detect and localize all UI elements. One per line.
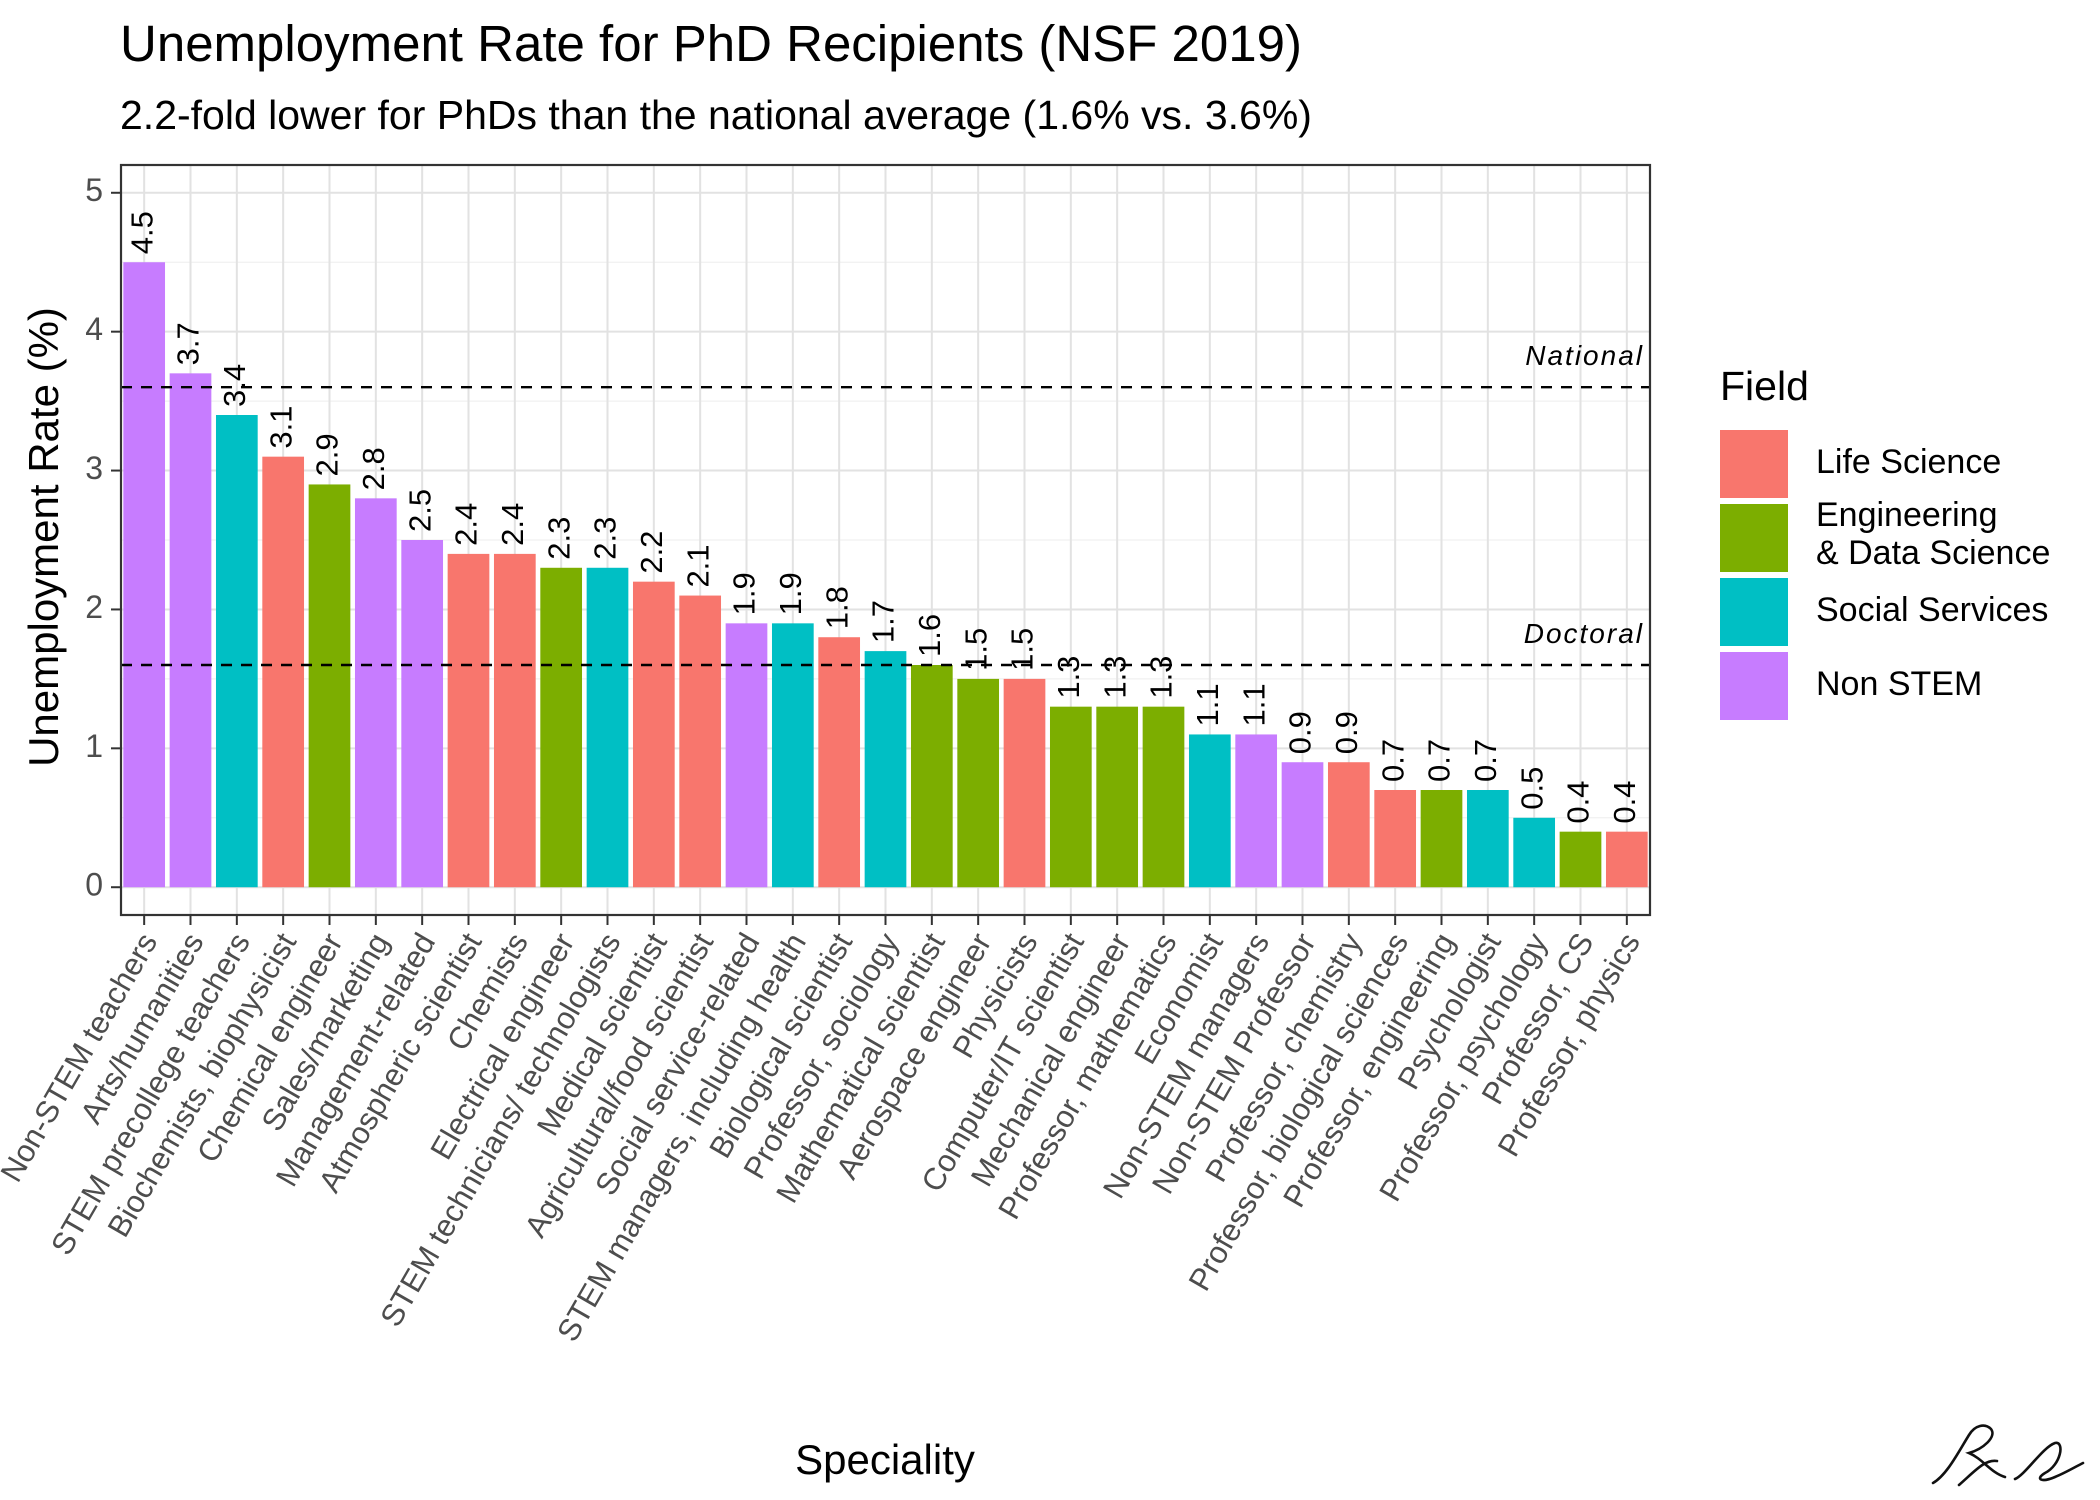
bar-value-label: 0.7 [1422,739,1457,782]
bar [1327,762,1370,888]
bar [215,415,258,888]
bar-value-label: 2.2 [634,531,669,574]
y-tick-label: 4 [85,311,103,347]
bar-value-label: 2.8 [356,447,391,490]
bar-value-label: 3.4 [217,364,252,407]
bar [354,498,397,888]
bar-value-label: 3.1 [263,406,298,449]
bar-value-label: 0.9 [1329,711,1364,754]
y-axis-title: Unemployment Rate (%) [20,307,67,767]
y-tick-label: 2 [85,589,103,625]
bar-value-label: 1.5 [958,628,993,671]
bar [864,651,907,888]
bar [540,567,583,888]
bar-value-label: 1.3 [1144,656,1179,699]
legend-label-line: Engineering [1816,496,1997,534]
bar [1420,790,1463,888]
bar-value-label: 0.5 [1514,767,1549,810]
signature-logo [1931,1424,2085,1487]
bar-value-label: 2.9 [310,433,345,476]
bar [1513,817,1556,888]
bar [447,553,490,888]
bar [493,553,536,888]
bar [679,595,722,888]
y-tick-label: 0 [85,867,103,903]
bar [262,456,305,888]
bar [1559,831,1602,888]
bar [1281,762,1324,888]
bar-value-label: 1.3 [1097,656,1132,699]
bar [169,373,212,888]
bar-value-label: 1.9 [727,572,762,615]
bar-value-label: 0.4 [1607,781,1642,824]
y-tick-label: 3 [85,450,103,486]
plot-panel: 4.5 3.7 3.4 3.1 2.9 2.8 2.5 2.4 2.4 2.3 2.3 2.2 2.1 1… [119,163,1652,917]
legend-label: Life Science [1816,443,2001,481]
bar-value-label: 2.4 [449,503,484,546]
bar-value-label: 2.5 [402,489,437,532]
bar [1374,790,1417,888]
chart-subtitle: 2.2-fold lower for PhDs than the nationa… [120,92,1312,138]
reference-line-label: Doctoral [1524,618,1644,649]
bar [586,567,629,888]
bar [725,623,768,888]
legend: Field Life Science Engineering & Data Scie… [1720,363,2050,720]
bar [818,637,861,888]
bar [1003,678,1046,888]
bar-value-label: 0.7 [1468,739,1503,782]
bar-value-label: 1.5 [1005,628,1040,671]
legend-key [1720,578,1788,646]
bar [308,484,351,888]
legend-key [1720,652,1788,720]
bar-value-label: 0.4 [1561,781,1596,824]
bar-value-label: 1.7 [866,600,901,643]
bar [1235,734,1278,888]
bar-value-label: 2.3 [588,517,623,560]
bar [910,665,953,888]
bar [1142,706,1185,888]
bar-value-label: 1.8 [819,586,854,629]
bar [1096,706,1139,888]
y-axis: 0 1 2 3 4 5 [85,172,121,903]
x-axis-title: Speciality [795,1436,975,1483]
bar [1049,706,1092,888]
bar-value-label: 4.5 [124,211,159,254]
bar [632,581,675,888]
chart-title: Unemployment Rate for PhD Recipients (NS… [120,15,1302,72]
bar-value-label: 2.4 [495,503,530,546]
legend-label-line: & Data Science [1816,534,2050,572]
legend-title: Field [1720,363,1809,409]
y-tick-label: 5 [85,172,103,208]
bar [1466,790,1509,888]
bar [123,262,166,888]
legend-key [1720,430,1788,498]
legend-label: Non STEM [1816,665,1982,703]
bar-value-label: 2.3 [541,517,576,560]
y-tick-label: 1 [85,728,103,764]
bar-value-label: 0.7 [1375,739,1410,782]
bar-value-label: 1.3 [1051,656,1086,699]
bar-value-label: 1.1 [1190,683,1225,726]
bar-value-label: 1.9 [773,572,808,615]
bar-value-label: 1.6 [912,614,947,657]
legend-label: Social Services [1816,591,2048,629]
bar-value-label: 3.7 [171,322,206,365]
bar [1605,831,1648,888]
reference-line-label: National [1525,340,1644,371]
bar-value-label: 1.1 [1236,683,1271,726]
bar-value-label: 2.1 [680,544,715,587]
bar [401,540,444,888]
legend-label: Engineering & Data Science [1816,496,2050,572]
bar [957,678,1000,888]
legend-key [1720,504,1788,572]
bar-value-label: 0.9 [1283,711,1318,754]
bar [1188,734,1231,888]
bar [771,623,814,888]
